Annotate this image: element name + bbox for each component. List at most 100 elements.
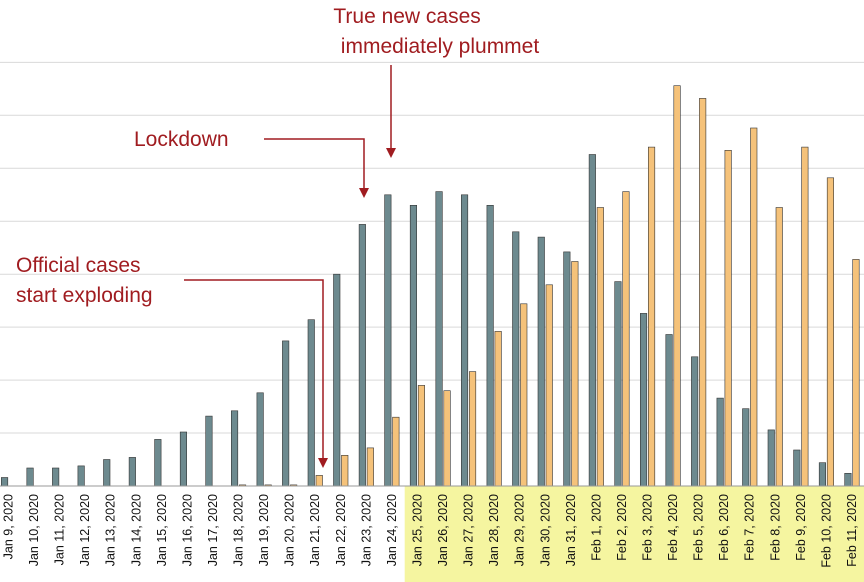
x-tick-label: Jan 25, 2020 xyxy=(411,494,425,566)
x-tick-label: Jan 15, 2020 xyxy=(155,494,169,566)
bar-series-2 xyxy=(545,284,553,487)
bar-series-1 xyxy=(614,281,622,487)
highlight-band xyxy=(583,486,610,582)
bar-series-1 xyxy=(486,205,494,487)
annotation-official-cases-arrowhead xyxy=(318,458,328,468)
x-tick-label: Jan 26, 2020 xyxy=(436,494,450,566)
x-tick-label: Feb 7, 2020 xyxy=(743,494,757,561)
highlight-band xyxy=(788,486,815,582)
bar-series-2 xyxy=(392,416,400,487)
x-tick-label: Feb 8, 2020 xyxy=(768,494,782,561)
x-tick-label: Feb 5, 2020 xyxy=(692,494,706,561)
bar-series-1 xyxy=(512,231,520,487)
x-tick-label: Feb 1, 2020 xyxy=(589,494,603,561)
bar-series-2 xyxy=(852,259,860,487)
x-tick-label: Jan 12, 2020 xyxy=(78,494,92,566)
highlight-band xyxy=(609,486,636,582)
x-tick-label: Jan 31, 2020 xyxy=(564,494,578,566)
highlight-band xyxy=(762,486,789,582)
bar-series-1 xyxy=(77,465,85,487)
bar-series-1 xyxy=(537,236,545,487)
x-tick-label: Jan 14, 2020 xyxy=(129,494,143,566)
highlight-band xyxy=(506,486,534,582)
bar-series-1 xyxy=(231,410,239,487)
x-tick-label: Feb 6, 2020 xyxy=(717,494,731,561)
bar-series-2 xyxy=(673,85,681,487)
annotation-lockdown: Lockdown xyxy=(134,128,229,151)
bar-series-2 xyxy=(571,261,579,487)
x-tick-label: Jan 22, 2020 xyxy=(334,494,348,566)
annotation-true-cases-arrowhead xyxy=(386,148,396,158)
bar-series-1 xyxy=(742,408,750,487)
bar-series-2 xyxy=(826,177,835,487)
annotation-lockdown-arrowhead xyxy=(359,188,369,198)
highlight-band xyxy=(404,486,431,582)
x-tick-label: Jan 16, 2020 xyxy=(180,494,194,566)
bar-series-1 xyxy=(639,313,648,487)
bar-series-1 xyxy=(307,319,315,487)
annotation-official-cases: Official cases start exploding xyxy=(16,254,153,307)
bar-series-2 xyxy=(750,127,758,487)
bar-series-2 xyxy=(341,454,349,487)
bar-series-1 xyxy=(716,397,724,487)
bar-series-2 xyxy=(647,146,656,487)
highlight-band xyxy=(660,486,687,582)
x-tick-label: Jan 27, 2020 xyxy=(462,494,476,566)
bar-series-1 xyxy=(154,439,162,487)
bar-series-1 xyxy=(282,340,290,487)
annotation-true-cases: True new cases immediately plummet xyxy=(333,5,539,58)
highlight-band xyxy=(481,486,508,582)
bar-series-1 xyxy=(333,273,341,487)
x-tick-label: Jan 18, 2020 xyxy=(232,494,246,566)
bar-series-1 xyxy=(793,449,801,487)
x-tick-label: Jan 21, 2020 xyxy=(308,494,322,566)
annotation-true-cases-line2: immediately plummet xyxy=(341,35,540,58)
bar-series-2 xyxy=(468,371,477,487)
bar-series-2 xyxy=(622,191,630,487)
bar-series-2 xyxy=(443,390,451,487)
x-tick-label: Feb 4, 2020 xyxy=(666,494,680,561)
bar-series-1 xyxy=(818,462,827,487)
bar-series-2 xyxy=(724,150,732,487)
x-tick-label: Jan 11, 2020 xyxy=(53,494,67,565)
bar-series-1 xyxy=(0,477,9,487)
bar-series-1 xyxy=(460,194,469,487)
annotation-true-cases-line1: True new cases xyxy=(333,5,480,28)
bar-series-2 xyxy=(315,475,323,487)
grid-layer xyxy=(0,61,864,434)
highlight-band xyxy=(634,486,661,582)
bar-series-1 xyxy=(205,415,213,487)
bar-series-1 xyxy=(103,459,111,487)
bar-series-1 xyxy=(384,194,392,487)
annotation-layer: True new cases immediately plummet Lockd… xyxy=(16,5,539,468)
highlight-band-layer xyxy=(404,486,864,582)
x-tick-label: Jan 17, 2020 xyxy=(206,494,220,566)
bar-series-1 xyxy=(691,356,699,487)
x-tick-label: Jan 28, 2020 xyxy=(487,494,501,566)
highlight-band xyxy=(455,486,482,582)
tick-label-layer: Jan 9, 2020 Jan 10, 2020 Jan 11, 2020 Jan 1… xyxy=(2,494,860,568)
bar-series-1 xyxy=(767,429,775,487)
x-tick-label: Feb 11, 2020 xyxy=(845,494,859,567)
bar-series-1 xyxy=(409,205,418,487)
x-tick-label: Feb 2, 2020 xyxy=(615,494,629,561)
x-tick-label: Feb 9, 2020 xyxy=(794,494,808,561)
x-tick-label: Jan 23, 2020 xyxy=(359,494,373,566)
annotation-official-cases-line2: start exploding xyxy=(16,284,153,307)
annotation-official-cases-arrow xyxy=(184,279,324,458)
highlight-band xyxy=(711,486,738,582)
bar-series-1 xyxy=(358,224,366,487)
bar-series-2 xyxy=(596,207,604,487)
bar-series-2 xyxy=(494,331,502,487)
highlight-band xyxy=(813,486,840,582)
annotation-official-cases-line1: Official cases xyxy=(16,254,141,277)
x-tick-label: Jan 9, 2020 xyxy=(2,494,16,559)
highlight-band xyxy=(737,486,764,582)
x-tick-label: Jan 19, 2020 xyxy=(257,494,271,566)
x-tick-label: Jan 10, 2020 xyxy=(27,494,41,566)
x-tick-label: Jan 20, 2020 xyxy=(283,494,297,566)
x-tick-label: Feb 10, 2020 xyxy=(819,494,833,568)
bar-series-1 xyxy=(26,467,34,487)
bar-series-1 xyxy=(52,467,60,487)
